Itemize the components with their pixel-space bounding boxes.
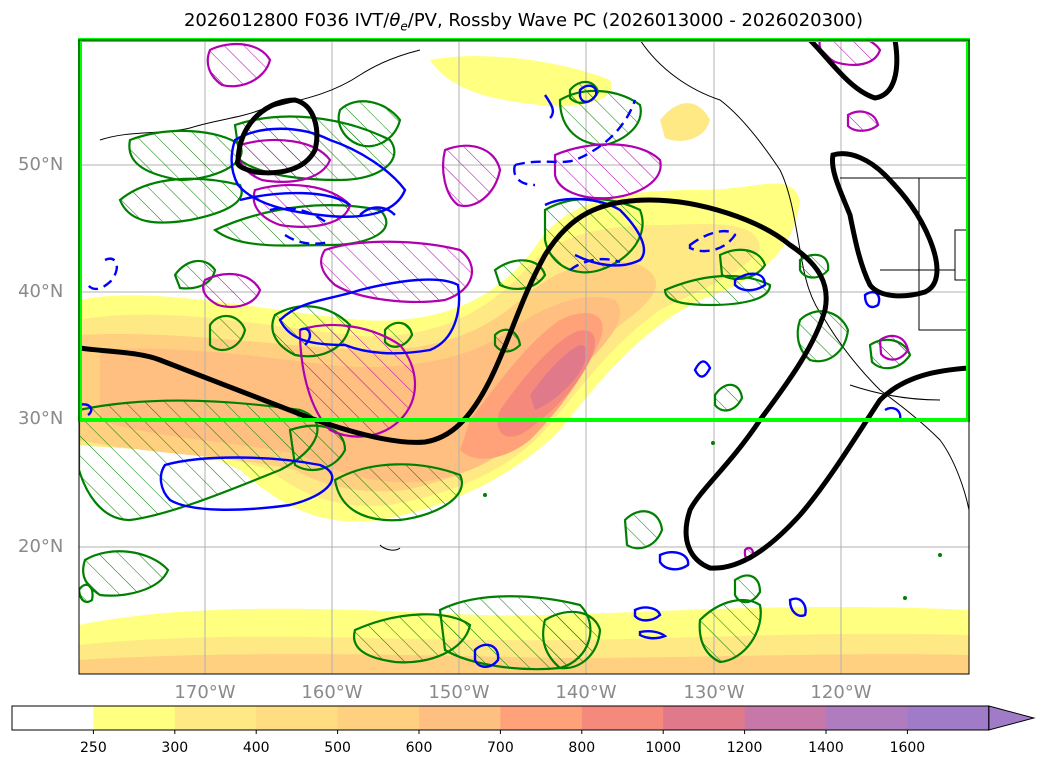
lon-label-170w: 170°W bbox=[174, 682, 236, 703]
colorbar-segment bbox=[581, 706, 664, 730]
colorbar-tick-label: 1600 bbox=[889, 740, 926, 756]
colorbar-tick-label: 300 bbox=[161, 740, 189, 756]
colorbar-segment bbox=[93, 706, 176, 730]
colorbar-segment bbox=[826, 706, 908, 730]
colorbar-segment bbox=[500, 706, 583, 730]
colorbar-segment bbox=[337, 706, 420, 730]
lon-label-160w: 160°W bbox=[301, 682, 363, 703]
figure-title: 2026012800 F036 IVT/θe/PV, Rossby Wave P… bbox=[183, 10, 863, 34]
colorbar bbox=[11, 705, 1036, 734]
colorbar-segment bbox=[12, 706, 94, 730]
map-frame bbox=[78, 39, 970, 675]
colorbar-tick-label: 600 bbox=[405, 740, 433, 756]
colorbar-tick-label: 1200 bbox=[726, 740, 763, 756]
lon-label-130w: 130°W bbox=[683, 682, 745, 703]
theta-e-contours bbox=[79, 84, 902, 668]
colorbar-tick-label: 1400 bbox=[808, 740, 844, 756]
colorbar-tick-label: 500 bbox=[324, 740, 351, 756]
colorbar-segment bbox=[256, 706, 339, 730]
small-features bbox=[483, 441, 942, 600]
colorbar-tick-label: 800 bbox=[568, 740, 596, 756]
colorbar-segment bbox=[744, 706, 827, 730]
colorbar-segment bbox=[174, 706, 257, 730]
colorbar-tick-label: 400 bbox=[242, 740, 270, 756]
lon-label-140w: 140°W bbox=[555, 682, 617, 703]
colorbar-tick-label: 1000 bbox=[645, 740, 681, 756]
colorbar-segment bbox=[907, 706, 990, 730]
lat-label-30n: 30°N bbox=[18, 408, 64, 429]
lat-label-40n: 40°N bbox=[18, 281, 64, 302]
colorbar-tick-label: 700 bbox=[487, 740, 514, 756]
colorbar-segment bbox=[663, 706, 746, 730]
lat-label-50n: 50°N bbox=[18, 154, 64, 175]
colorbar-extend-arrow bbox=[988, 705, 1036, 731]
colorbar-segment bbox=[419, 706, 501, 730]
lon-label-120w: 120°W bbox=[810, 682, 872, 703]
rossby-wave-contours bbox=[79, 40, 969, 571]
lon-label-150w: 150°W bbox=[428, 682, 490, 703]
lat-label-20n: 20°N bbox=[18, 536, 64, 557]
colorbar-tick-label: 250 bbox=[80, 740, 107, 756]
